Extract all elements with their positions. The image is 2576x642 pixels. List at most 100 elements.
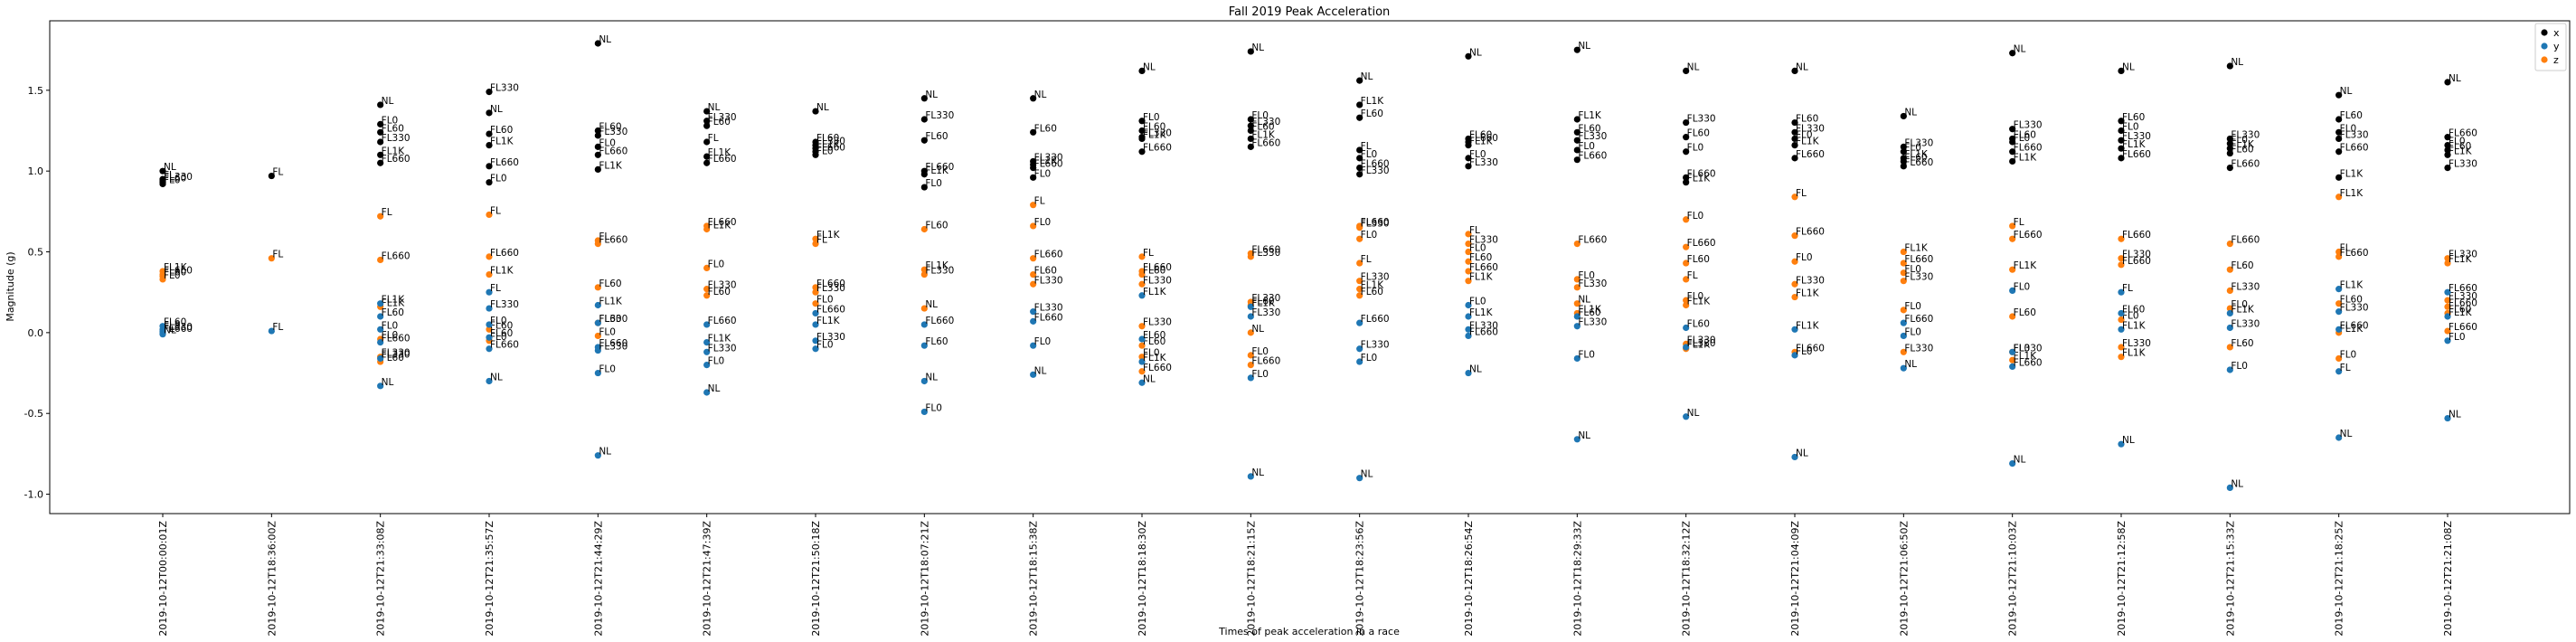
point-label: FL0	[599, 364, 616, 375]
data-point	[1791, 194, 1798, 201]
point-label: FL60	[1904, 152, 1927, 163]
data-point	[486, 211, 493, 219]
data-point	[159, 167, 166, 175]
point-label: FL1K	[2122, 348, 2147, 359]
point-label: FL660	[2449, 297, 2477, 308]
data-point	[2118, 344, 2125, 351]
point-label: FL0	[1251, 369, 1269, 380]
point-label: FL660	[1796, 227, 1825, 238]
point-label: FL0	[1904, 264, 1921, 275]
point-label: NL	[1687, 61, 1700, 72]
plot-area	[49, 20, 2571, 515]
point-label: FL660	[1687, 168, 1716, 179]
point-label: FL660	[1904, 254, 1933, 265]
point-label: FL1K	[1251, 297, 1276, 308]
point-label: NL	[708, 383, 721, 394]
data-point	[2444, 297, 2451, 304]
point-label: FL0	[490, 174, 507, 184]
point-label: FL1K	[925, 165, 949, 176]
point-label: FL1K	[816, 230, 841, 241]
point-label: FL	[272, 250, 283, 260]
data-point	[2226, 240, 2233, 248]
point-label: NL	[1251, 42, 1264, 53]
data-point	[1356, 171, 1363, 178]
data-point	[1247, 116, 1254, 123]
data-point	[2118, 155, 2125, 162]
y-tick-label: 1.0	[28, 165, 44, 177]
data-point	[2118, 288, 2125, 296]
x-tick-label: 2019-10-12T21:21:08Z	[2442, 521, 2454, 637]
point-label: FL330	[599, 342, 627, 353]
point-label: FL1K	[1469, 137, 1494, 147]
point-label: FL660	[1034, 250, 1063, 260]
point-label: FL660	[816, 143, 845, 154]
point-label: FL330	[1034, 275, 1063, 286]
data-point	[703, 292, 711, 299]
data-point	[377, 326, 384, 333]
point-label: NL	[1578, 41, 1590, 52]
chart-title: Fall 2019 Peak Acceleration	[1229, 5, 1391, 19]
point-label: FL1K	[2340, 188, 2364, 199]
data-point	[268, 255, 275, 262]
point-label: NL	[2449, 410, 2461, 420]
point-label: FL330	[2449, 159, 2477, 170]
data-point	[1900, 143, 1907, 150]
point-label: FL330	[599, 314, 627, 325]
point-label: FL0	[2122, 311, 2139, 322]
data-points: FL1KFL660FL60FL0FLFLFL660FL1KFL0FL330FL6…	[159, 34, 2477, 492]
point-label: FL330	[1034, 152, 1063, 163]
data-point	[2009, 287, 2016, 295]
data-point	[1356, 319, 1363, 326]
data-point	[2118, 261, 2125, 269]
data-point	[1791, 232, 1798, 240]
data-point	[2118, 354, 2125, 361]
point-label: FL0	[599, 137, 616, 148]
data-point	[2118, 235, 2125, 242]
data-point	[486, 345, 493, 353]
data-point	[1465, 163, 1472, 170]
data-point	[1791, 67, 1798, 74]
x-tick-label: 2019-10-12T21:12:58Z	[2116, 521, 2128, 637]
point-label: NL	[1578, 430, 1590, 441]
data-point	[1900, 319, 1907, 326]
data-point	[1030, 165, 1037, 172]
data-point	[1683, 344, 1690, 351]
data-point	[594, 40, 601, 47]
series-z: FL1KFL660FL60FL0FLFLFL660FL1KFL0FL330FL6…	[159, 188, 2477, 375]
point-label: NL	[816, 102, 829, 113]
data-point	[1138, 118, 1146, 125]
data-point	[703, 118, 711, 125]
point-label: FL60	[708, 287, 731, 297]
data-point	[920, 305, 928, 312]
data-point	[2444, 141, 2451, 149]
point-label: FL660	[2122, 149, 2151, 160]
data-point	[1138, 292, 1146, 299]
data-point	[377, 256, 384, 264]
data-point	[1573, 276, 1581, 283]
data-point	[920, 184, 928, 191]
point-label: FL0	[1904, 143, 1921, 154]
point-label: NL	[925, 90, 938, 100]
data-point	[1900, 148, 1907, 156]
point-label: FL0	[2014, 281, 2031, 292]
point-label: NL	[1251, 324, 1264, 335]
data-point	[1030, 308, 1037, 316]
point-label: FL330	[1251, 293, 1280, 304]
data-point	[2226, 135, 2233, 143]
data-point	[1791, 141, 1798, 149]
data-point	[812, 235, 819, 242]
point-label: FL1K	[1578, 110, 1602, 121]
data-point	[2226, 324, 2233, 332]
data-point	[1573, 128, 1581, 136]
data-point	[1247, 135, 1254, 143]
data-point	[2335, 194, 2343, 201]
data-point	[812, 337, 819, 345]
data-point	[920, 377, 928, 385]
data-point	[377, 382, 384, 390]
point-label: FL1K	[382, 295, 406, 306]
point-label: FL60	[925, 336, 948, 347]
point-label: FL660	[1361, 217, 1390, 228]
data-point	[1465, 248, 1472, 256]
point-label: FL1K	[2231, 304, 2255, 315]
point-label: FL660	[2340, 320, 2369, 331]
